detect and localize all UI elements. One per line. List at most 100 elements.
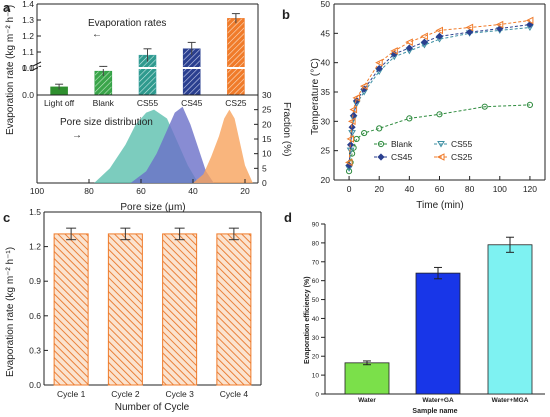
a-top-y-tick-label: 1.1 [22, 47, 34, 57]
a-bottom-x-tick-label: 20 [240, 186, 250, 196]
d-bar [344, 362, 390, 395]
a-bottom-x-tick-label: 80 [84, 186, 94, 196]
a-bottom-y-tick-label: 25 [262, 105, 272, 115]
b-marker [361, 129, 368, 137]
b-marker [466, 28, 474, 36]
d-y-tick-label: 90 [312, 222, 320, 229]
d-y-tick-label: 50 [312, 297, 320, 304]
c-bar [216, 233, 252, 386]
a-top-category-label: Light off [44, 98, 75, 108]
b-y-tick-label: 20 [321, 175, 331, 185]
a-top-x-labels: Light off Blank CS55 CS45 CS25 [44, 98, 247, 108]
a-top-category-label: Blank [93, 98, 115, 108]
a-bottom-y-tick-label: 15 [262, 134, 272, 144]
c-category-label: Cycle 4 [220, 389, 249, 399]
a-bottom-y-ticks: 0 5 10 15 20 25 30 [254, 90, 272, 188]
d-category-label: Water [358, 397, 376, 404]
a-top-y-tick-label: 1.2 [22, 31, 34, 41]
c-y-tick-label: 0.0 [29, 380, 41, 390]
b-x-tick-label: 0 [347, 184, 352, 194]
b-marker [375, 58, 383, 67]
b-marker [353, 135, 360, 143]
b-marker [436, 153, 445, 161]
a-bottom-x-axis-label: Pore size (μm) [120, 202, 185, 213]
b-marker [436, 111, 443, 118]
a-bottom-x-tick-label: 60 [136, 186, 146, 196]
a-top-y-tick-label: 0.0 [22, 90, 34, 100]
d-category-label: Water+MGA [492, 397, 529, 404]
a-bottom-y-axis-label: Fraction (%) [281, 102, 292, 156]
panel-c: 0.0 0.3 0.6 0.9 1.2 1.5 Cycle 1 Cycle 2 Cycle 3… [5, 207, 262, 413]
b-marker [390, 50, 398, 58]
panel-label-a: a [3, 0, 11, 15]
a-bottom-y-tick-label: 0 [262, 178, 267, 188]
c-y-tick-label: 0.3 [29, 345, 41, 355]
c-bar [53, 233, 89, 386]
b-marker [437, 141, 445, 148]
b-series-line [348, 104, 530, 172]
b-series-line [348, 27, 530, 169]
d-bar [487, 244, 533, 395]
b-marker [405, 44, 413, 52]
b-x-tick-label: 100 [493, 184, 507, 194]
b-marker [465, 23, 474, 32]
d-y-tick-label: 10 [312, 373, 320, 380]
a-top-y-tick-label: 0.1 [22, 63, 34, 73]
b-x-tick-label: 40 [405, 184, 415, 194]
b-marker [350, 111, 358, 120]
c-category-label: Cycle 2 [111, 389, 140, 399]
a-top-bar [182, 48, 201, 96]
c-y-tick-label: 1.2 [29, 242, 41, 252]
b-marker [376, 125, 383, 132]
d-bar [415, 272, 461, 395]
b-marker [420, 32, 428, 41]
b-marker [353, 97, 361, 105]
d-y-tick-label: 80 [312, 240, 320, 247]
c-bar [162, 233, 198, 386]
d-category-label: Water+GA [422, 397, 454, 404]
a-top-bars [50, 13, 245, 96]
b-marker [375, 64, 383, 73]
panel-a-bottom: 100 80 60 40 20 0 5 10 15 20 25 30 Pore size distr… [30, 90, 292, 213]
b-legend-label: Blank [391, 139, 413, 149]
a-bottom-y-tick-label: 10 [262, 149, 272, 159]
a-top-y-tick-label: 1.0 [22, 63, 34, 73]
a-top-y-tick-label: 1.4 [22, 0, 34, 9]
b-marker [495, 20, 504, 29]
a-y-axis-label: Evaporation rate (kg m⁻² h⁻¹) [5, 5, 16, 135]
d-y-tick-label: 60 [312, 278, 320, 285]
panel-label-b: b [282, 7, 290, 22]
c-y-ticks: 0.0 0.3 0.6 0.9 1.2 1.5 [29, 207, 48, 390]
a-bottom-distribution-area [130, 106, 214, 183]
b-legend: Blank CS55 CS45 CS25 [374, 139, 473, 162]
a-top-annotation: Evaporation rates [88, 18, 166, 29]
d-x-axis-label: Sample name [412, 408, 457, 415]
b-marker [420, 38, 428, 46]
b-x-tick-label: 120 [523, 184, 537, 194]
b-marker [405, 38, 413, 46]
a-top-category-label: CS55 [137, 98, 159, 108]
b-x-tick-label: 80 [465, 184, 475, 194]
a-top-category-label: CS45 [181, 98, 203, 108]
c-category-label: Cycle 1 [57, 389, 86, 399]
b-marker [406, 115, 413, 122]
b-legend-label: CS25 [451, 152, 473, 162]
a-bottom-y-tick-label: 30 [262, 90, 272, 100]
b-y-tick-label: 40 [321, 58, 331, 68]
d-y-ticks: 0 10 20 30 40 50 60 70 80 90 [312, 222, 325, 399]
c-x-labels: Cycle 1 Cycle 2 Cycle 3 Cycle 4 [57, 389, 248, 399]
b-marker [349, 105, 358, 114]
panel-b: 0 20 40 60 80 100 120 20 25 30 35 40 45 50 Blank CS55 C… [310, 0, 546, 211]
a-top-arrow: ← [92, 29, 102, 40]
b-marker [525, 16, 534, 25]
c-y-tick-label: 1.5 [29, 207, 41, 217]
d-x-labels: Water Water+GA Water+MGA [358, 397, 529, 404]
c-y-tick-label: 0.9 [29, 276, 41, 286]
b-marker [390, 47, 398, 55]
panel-a-top: 0.0 0.11.0 1.1 1.2 1.3 1.4 Light off Blank CS55… [5, 0, 259, 135]
b-marker [346, 135, 355, 143]
a-bottom-distribution-area [193, 109, 253, 183]
b-legend-label: CS55 [451, 139, 473, 149]
d-y-tick-label: 70 [312, 259, 320, 266]
